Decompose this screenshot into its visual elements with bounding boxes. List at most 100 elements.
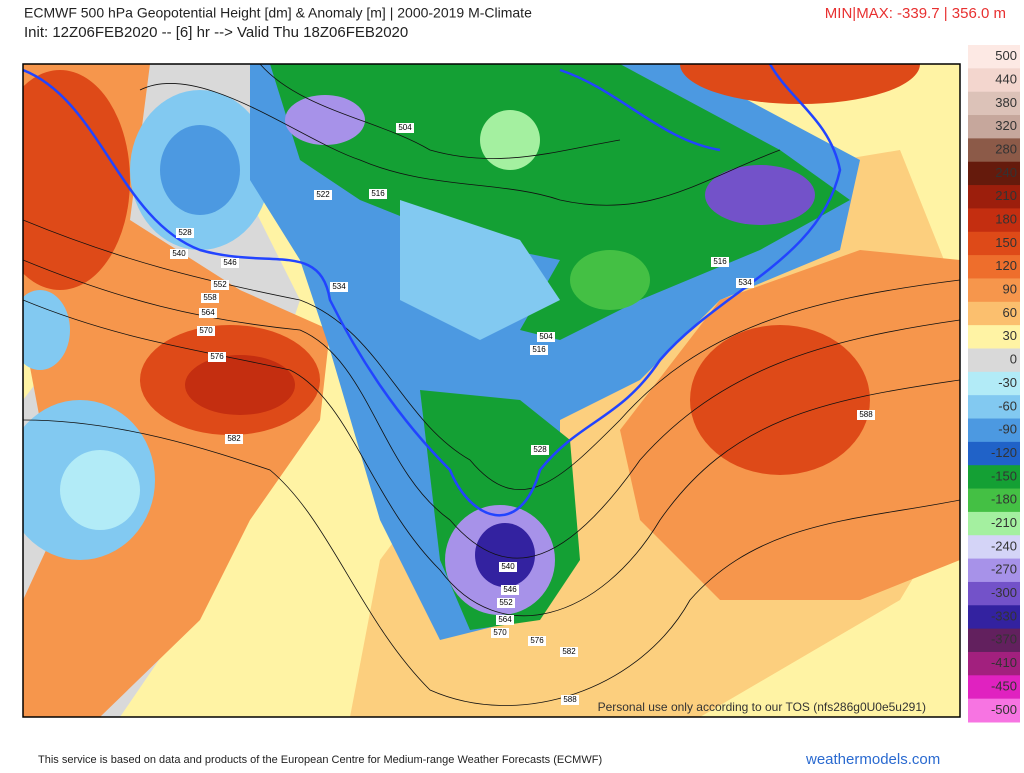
contour-label: 552 (213, 280, 227, 289)
contour-label: 570 (199, 326, 213, 335)
colorbar-swatch (968, 231, 1020, 256)
colorbar-swatch (968, 628, 1020, 653)
contour-label-bg (496, 615, 514, 625)
contour-label-bg (314, 190, 332, 200)
map (23, 64, 960, 717)
contour-label-bg (199, 308, 217, 318)
contour-label-bg (711, 257, 729, 267)
contour-label-bg (501, 585, 519, 595)
colorbar-swatch (968, 161, 1020, 186)
colorbar-label: 60 (1003, 305, 1017, 320)
colorbar-swatch (968, 465, 1020, 490)
colorbar-swatch (968, 278, 1020, 303)
contour-label: 540 (172, 249, 186, 258)
contour-label: 570 (493, 628, 507, 637)
contour-label-bg (561, 695, 579, 705)
contour-label-bg (197, 326, 215, 336)
contour-label: 564 (201, 308, 215, 317)
contour-label-bg (396, 123, 414, 133)
colorbar-swatch (968, 675, 1020, 700)
contour-label: 564 (498, 615, 512, 624)
colorbar-swatch (968, 371, 1020, 396)
footer-site[interactable]: weathermodels.com (805, 751, 940, 768)
contour-label-bg (491, 628, 509, 638)
contour-label: 582 (227, 434, 241, 443)
colorbar-label: -330 (991, 608, 1017, 623)
contour-label: 528 (178, 228, 192, 237)
contour-label: 576 (210, 352, 224, 361)
contour-labels: 504 522 516 528 540 546 552 558 564 570 576 582 534 5… (170, 123, 875, 705)
map-frame (22, 63, 961, 718)
colorbar-label: -150 (991, 468, 1017, 483)
colorbar-swatch (968, 488, 1020, 513)
watermark: Personal use only according to our TOS (… (598, 700, 926, 714)
contour-label-bg (497, 598, 515, 608)
colorbar-swatch (968, 651, 1020, 676)
contour-label-bg (330, 282, 348, 292)
contour-label-bg (857, 410, 875, 420)
colorbar-label: -60 (998, 398, 1017, 413)
contour-label-bg (369, 189, 387, 199)
colorbar-label: 180 (995, 212, 1017, 227)
contour-label: 516 (532, 345, 546, 354)
contour-label-bg (176, 228, 194, 238)
colorbar-swatch (968, 395, 1020, 420)
contour-label-bg (170, 249, 188, 259)
colorbar-label: 320 (995, 118, 1017, 133)
contour-label: 522 (316, 190, 330, 199)
colorbar-label: 210 (995, 188, 1017, 203)
colorbar-label: -240 (991, 538, 1017, 553)
contour-label: 534 (332, 282, 346, 291)
colorbar-swatch (968, 535, 1020, 560)
contour-label: 588 (563, 695, 577, 704)
colorbar-swatch (968, 68, 1020, 93)
contour-label-bg (208, 352, 226, 362)
colorbar-swatch (968, 115, 1020, 139)
colorbar-swatch (968, 325, 1020, 349)
contour-label: 546 (223, 258, 237, 267)
colorbar: 500 440 380 320 280 240 210 180 150 120 90 60 30 0 -30… (968, 45, 1020, 723)
contour-label-bg (736, 278, 754, 288)
contour-label: 504 (398, 123, 412, 132)
contour-label: 504 (539, 332, 553, 341)
colorbar-label: -300 (991, 585, 1017, 600)
colorbar-swatch (968, 511, 1020, 536)
contour-label: 576 (530, 636, 544, 645)
colorbar-swatch (968, 45, 1020, 69)
contour-label: 546 (503, 585, 517, 594)
contour-label: 528 (533, 445, 547, 454)
colorbar-label: 0 (1010, 352, 1017, 367)
footer-credit: This service is based on data and produc… (38, 754, 602, 766)
colorbar-label: 90 (1003, 282, 1017, 297)
colorbar-swatch (968, 91, 1020, 116)
contour-label-bg (499, 562, 517, 572)
colorbar-label: -370 (991, 632, 1017, 647)
colorbar-swatch (968, 138, 1020, 163)
contour-label-bg (537, 332, 555, 342)
colorbar-label: 380 (995, 95, 1017, 110)
contour-label-bg (211, 280, 229, 290)
contour-label: 516 (713, 257, 727, 266)
colorbar-label: -410 (991, 655, 1017, 670)
contour-label-bg (221, 258, 239, 268)
colorbar-swatch (968, 301, 1020, 326)
contour-label-bg (201, 293, 219, 303)
colorbar-label: 150 (995, 235, 1017, 250)
colorbar-label: -180 (991, 492, 1017, 507)
colorbar-label: -120 (991, 445, 1017, 460)
colorbar-swatch (968, 605, 1020, 630)
colorbar-swatch (968, 185, 1020, 209)
colorbar-label: -270 (991, 562, 1017, 577)
contour-label-bg (531, 445, 549, 455)
colorbar-label: 500 (995, 48, 1017, 63)
contour-label: 582 (562, 647, 576, 656)
colorbar-swatch (968, 698, 1020, 723)
contour-label-bg (528, 636, 546, 646)
colorbar-label: 280 (995, 141, 1017, 156)
colorbar-label: -210 (991, 515, 1017, 530)
contour-label: 534 (738, 278, 752, 287)
contour-label: 516 (371, 189, 385, 198)
contour-label: 558 (203, 293, 217, 302)
